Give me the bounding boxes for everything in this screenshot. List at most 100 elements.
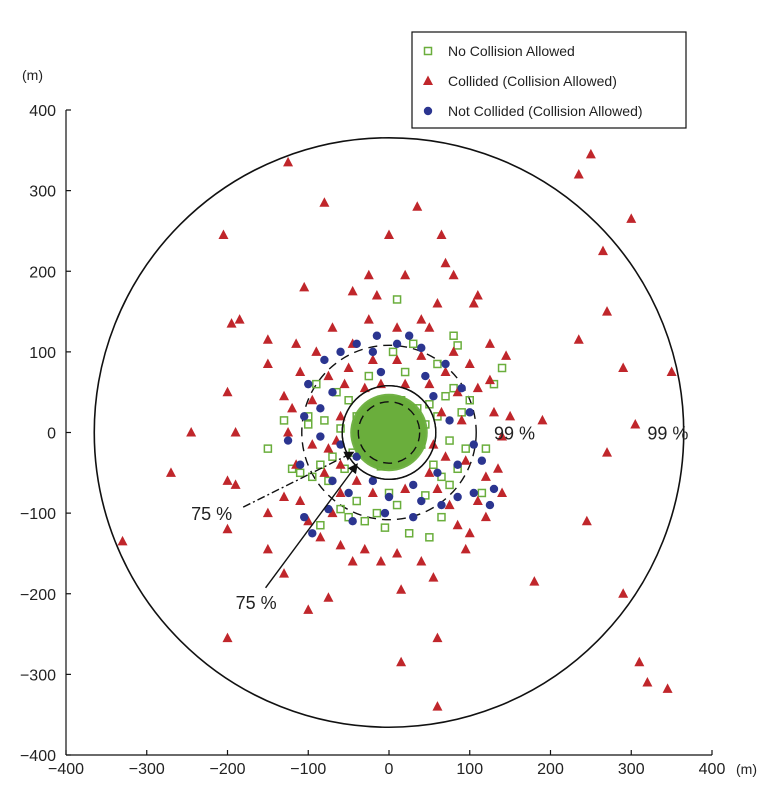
point-not-collided [429,392,438,401]
y-tick-label: 200 [29,264,56,281]
point-collided [287,402,298,413]
point-collided [165,467,176,477]
point-collided [505,410,516,421]
point-collided [283,156,294,167]
point-collided [618,362,629,372]
point-collided [626,213,637,223]
point-collided [323,592,334,602]
point-collided [400,269,411,280]
legend-label: Not Collided (Collision Allowed) [448,103,643,119]
point-collided [262,543,273,554]
point-not-collided [404,331,414,340]
point-collided [424,322,435,332]
x-unit-label: (m) [736,761,757,777]
point-no-collision [461,444,470,453]
point-collided [432,701,443,711]
x-tick-label: 0 [385,761,394,778]
point-no-collision [404,529,414,538]
point-collided [456,414,467,425]
point-no-collision [497,363,507,373]
point-collided [484,338,495,348]
point-no-collision [372,508,382,518]
point-not-collided [453,492,462,502]
point-not-collided [453,460,462,469]
point-not-collided [316,432,325,441]
point-collided [464,358,475,368]
core-fill-overlay [352,395,426,470]
point-no-collision [336,504,345,514]
point-no-collision [392,295,402,304]
point-no-collision [449,331,458,340]
point-collided [412,201,423,211]
point-not-collided [300,512,309,522]
point-no-collision [441,391,450,401]
point-no-collision [489,379,499,389]
point-collided [218,229,229,239]
point-not-collided [316,404,325,413]
point-collided [295,366,306,377]
point-not-collided [324,504,333,514]
point-collided [335,539,346,550]
point-no-collision [295,468,305,478]
point-collided [279,491,290,501]
point-collided [423,75,433,85]
point-collided [262,358,273,368]
point-no-collision [312,379,321,389]
point-collided [581,515,592,526]
point-collided [452,386,463,397]
point-collided [347,556,358,566]
point-no-collision [316,520,325,530]
point-no-collision [279,416,289,425]
point-not-collided [485,500,495,510]
point-no-collision [433,412,442,421]
point-collided [460,543,471,554]
point-no-collision [429,460,438,469]
point-collided [351,475,362,485]
point-not-collided [376,367,386,377]
point-not-collided [368,476,378,486]
point-collided [529,576,540,586]
point-no-collision [336,424,345,433]
point-not-collided [423,106,433,116]
contour-circle-inner [357,401,421,464]
point-no-collision [287,464,297,474]
point-collided [384,229,394,239]
point-collided [335,410,346,421]
point-not-collided [295,460,305,469]
point-collided [363,314,374,324]
point-collided [440,451,451,461]
point-collided [573,169,584,179]
legend-label: Collided (Collision Allowed) [448,73,617,89]
point-collided [630,418,641,429]
point-not-collided [421,371,430,381]
contour-circle [93,136,685,729]
point-no-collision [320,416,329,425]
point-collided [416,314,427,324]
point-collided [464,527,475,538]
point-collided [335,459,346,469]
annotation-label: 99 % [647,424,688,444]
point-not-collided [409,480,418,490]
point-collided [428,572,439,582]
point-collided [226,318,237,328]
point-collided [307,439,318,449]
data-points [117,148,677,711]
point-collided [303,604,314,614]
y-tick-label: 0 [47,426,56,443]
point-no-collision [433,359,442,369]
point-not-collided [368,347,378,357]
annotation-label: 99 % [494,424,535,444]
point-not-collided [457,383,466,393]
point-no-collision [437,512,446,522]
point-collided [460,455,471,465]
annotations: 99 % 99 % 75 % 75 % [191,424,688,613]
point-collided [392,354,403,364]
point-collided [618,588,629,598]
point-collided [416,350,427,360]
point-collided [367,487,378,497]
point-no-collision [304,420,313,429]
y-tick-label: −400 [20,748,56,765]
point-not-collided [304,379,313,389]
point-collided [424,467,435,477]
point-not-collided [409,512,418,522]
